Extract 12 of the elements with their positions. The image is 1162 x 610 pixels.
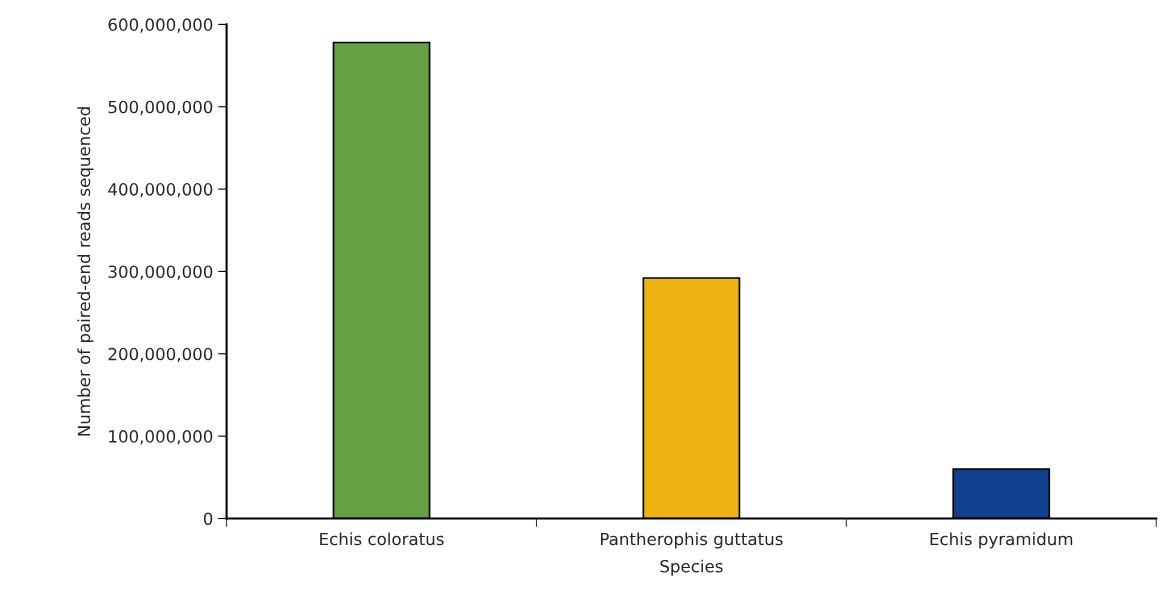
y-axis-title: Number of paired-end reads sequenced: [77, 107, 94, 436]
y-tick-label: 600,000,000: [108, 18, 213, 33]
y-tick-label: 300,000,000: [108, 265, 213, 280]
x-tick-label: Echis pyramidum: [930, 532, 1073, 549]
y-tick-label: 0: [203, 512, 213, 526]
y-tick-label: 500,000,000: [108, 100, 213, 116]
x-axis-title: Species: [660, 559, 723, 576]
x-tick-label: Pantherophis guttatus: [601, 532, 783, 549]
x-tick-label: Echis coloratus: [320, 532, 444, 546]
y-tick-label: 100,000,000: [109, 430, 213, 445]
y-tick-label: 200,000,000: [108, 347, 213, 363]
y-tick-label: 400,000,000: [108, 183, 213, 198]
